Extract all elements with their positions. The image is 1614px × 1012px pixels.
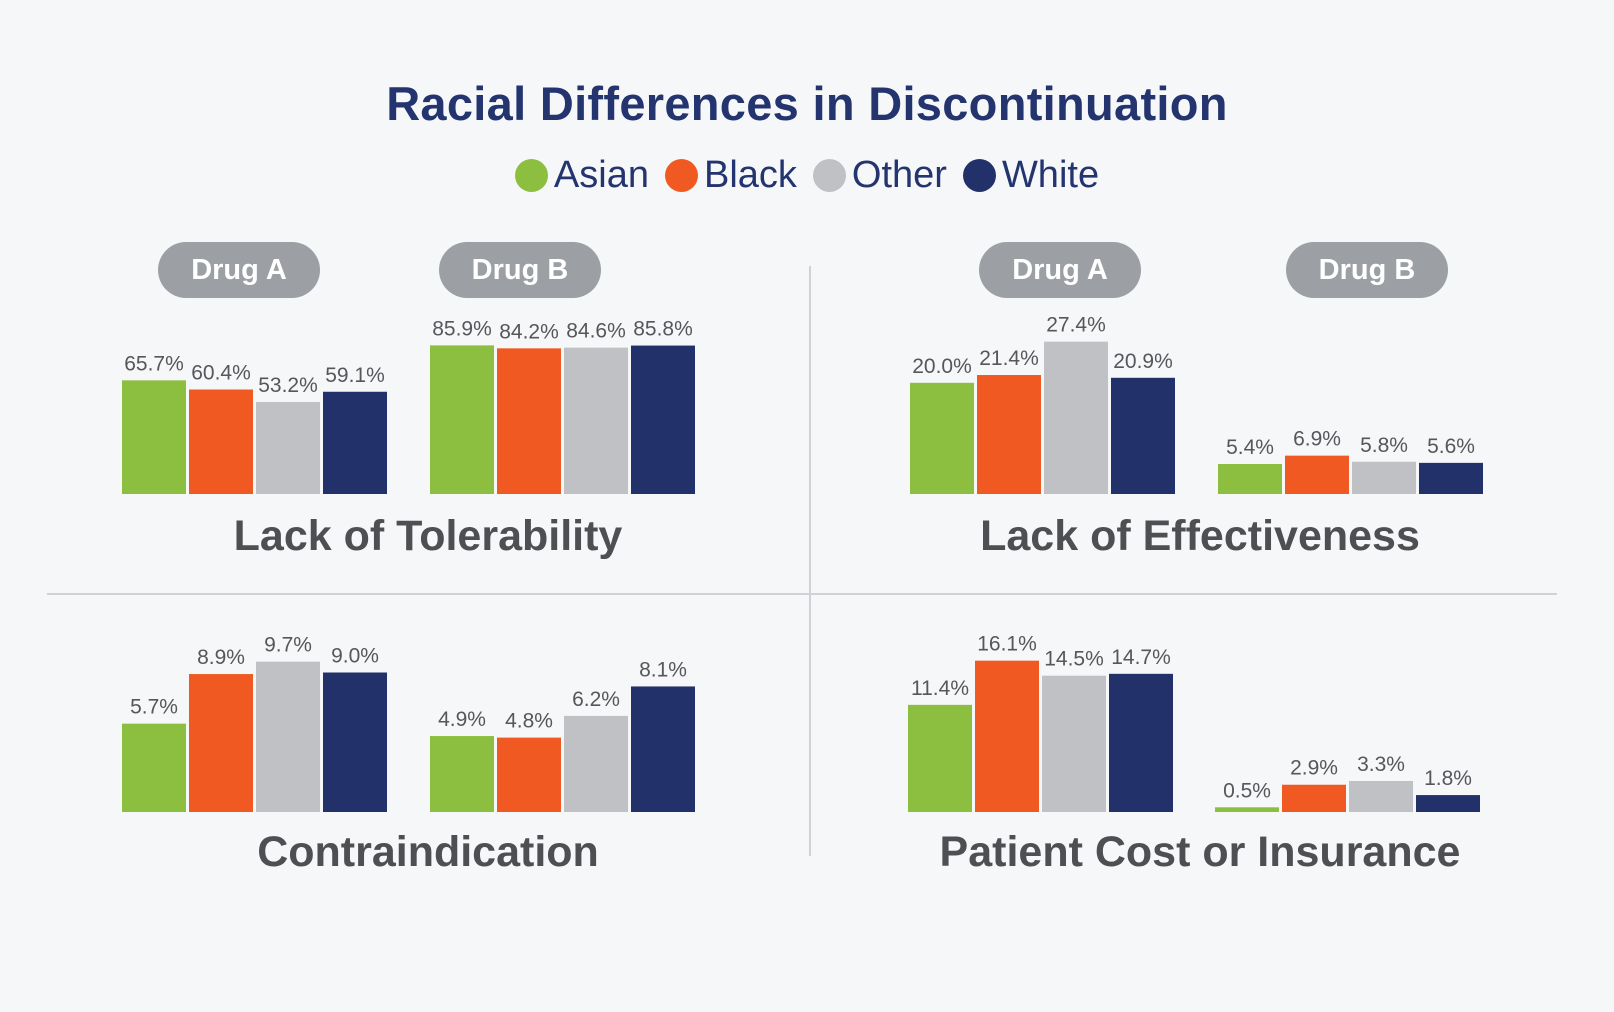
value-label-contraindication-drug-a-white: 9.0% [331, 645, 379, 668]
bar-lack-of-tolerability-drug-b-other [564, 347, 628, 494]
value-label-patient-cost-or-insurance-drug-b-other: 3.3% [1357, 753, 1405, 776]
bar-lack-of-effectiveness-drug-b-white [1419, 462, 1483, 494]
bar-lack-of-tolerability-drug-b-white [631, 345, 695, 494]
legend-label-asian: Asian [553, 154, 649, 196]
bar-patient-cost-or-insurance-drug-b-white [1416, 795, 1480, 812]
bar-lack-of-effectiveness-drug-b-asian [1218, 463, 1282, 494]
bar-contraindication-drug-a-other [256, 661, 320, 812]
chart-title: Racial Differences in Discontinuation [386, 77, 1228, 130]
value-label-lack-of-tolerability-drug-a-other: 53.2% [258, 374, 318, 397]
bar-lack-of-effectiveness-drug-b-other [1352, 461, 1416, 494]
bar-contraindication-drug-a-black [189, 674, 253, 812]
value-label-contraindication-drug-b-black: 4.8% [505, 710, 553, 733]
legend-item-black: Black [664, 154, 797, 197]
legend-swatch-white [962, 159, 996, 192]
legend-item-asian: Asian [514, 154, 649, 197]
bar-lack-of-tolerability-drug-b-black [497, 348, 561, 494]
bar-patient-cost-or-insurance-drug-a-black [975, 660, 1039, 812]
value-label-contraindication-drug-a-black: 8.9% [197, 646, 245, 669]
value-label-lack-of-tolerability-drug-b-other: 84.6% [566, 320, 626, 343]
value-label-patient-cost-or-insurance-drug-a-asian: 11.4% [911, 677, 969, 700]
value-label-lack-of-effectiveness-drug-b-black: 6.9% [1293, 428, 1341, 451]
value-label-lack-of-effectiveness-drug-a-asian: 20.0% [912, 355, 972, 378]
bar-patient-cost-or-insurance-drug-b-black [1282, 784, 1346, 812]
legend: Asian Black Other White [0, 154, 1614, 197]
panel-title-cost-insurance: Patient Cost or Insurance [939, 828, 1461, 876]
value-label-lack-of-effectiveness-drug-a-black: 21.4% [979, 347, 1039, 370]
value-label-patient-cost-or-insurance-drug-b-white: 1.8% [1424, 767, 1472, 790]
bar-contraindication-drug-a-asian [122, 723, 186, 812]
panel-title-tolerability: Lack of Tolerability [233, 512, 623, 560]
pill-drug-b-right: Drug B [1286, 242, 1448, 298]
legend-label-other: Other [851, 154, 947, 196]
value-label-contraindication-drug-a-asian: 5.7% [130, 696, 178, 719]
value-label-contraindication-drug-a-other: 9.7% [264, 634, 312, 657]
value-label-lack-of-effectiveness-drug-a-white: 20.9% [1113, 350, 1173, 373]
bar-lack-of-effectiveness-drug-a-asian [910, 382, 974, 494]
bar-patient-cost-or-insurance-drug-b-asian [1215, 807, 1279, 812]
legend-swatch-black [664, 159, 698, 192]
value-label-lack-of-effectiveness-drug-a-other: 27.4% [1046, 314, 1106, 337]
bar-contraindication-drug-b-asian [430, 736, 494, 812]
legend-item-other: Other [812, 154, 947, 197]
pill-drug-a-right: Drug A [979, 242, 1141, 298]
horizontal-divider [47, 593, 1557, 595]
pill-drug-b-left: Drug B [439, 242, 601, 298]
value-label-lack-of-tolerability-drug-b-asian: 85.9% [432, 317, 492, 340]
panel-title-effectiveness: Lack of Effectiveness [980, 512, 1420, 560]
bar-contraindication-drug-b-other [564, 715, 628, 812]
bar-lack-of-tolerability-drug-a-asian [122, 380, 186, 494]
value-label-patient-cost-or-insurance-drug-a-black: 16.1% [977, 633, 1037, 656]
value-label-lack-of-tolerability-drug-b-black: 84.2% [499, 320, 559, 343]
bar-contraindication-drug-b-white [631, 686, 695, 812]
legend-item-white: White [962, 154, 1100, 197]
value-label-patient-cost-or-insurance-drug-b-black: 2.9% [1290, 757, 1338, 780]
value-label-lack-of-effectiveness-drug-b-asian: 5.4% [1226, 436, 1274, 459]
value-label-lack-of-effectiveness-drug-b-white: 5.6% [1427, 435, 1475, 458]
bar-patient-cost-or-insurance-drug-b-other [1349, 780, 1413, 812]
legend-swatch-other [812, 159, 846, 192]
panel-title-contraindication: Contraindication [257, 828, 599, 876]
value-label-patient-cost-or-insurance-drug-a-other: 14.5% [1044, 648, 1104, 671]
bar-contraindication-drug-a-white [323, 672, 387, 812]
bar-lack-of-tolerability-drug-a-black [189, 389, 253, 494]
bar-patient-cost-or-insurance-drug-a-white [1109, 673, 1173, 812]
pill-drug-a-left: Drug A [158, 242, 320, 298]
bar-lack-of-tolerability-drug-a-white [323, 391, 387, 494]
value-label-lack-of-tolerability-drug-a-white: 59.1% [325, 364, 385, 387]
value-label-lack-of-tolerability-drug-b-white: 85.8% [633, 318, 693, 341]
legend-label-black: Black [703, 154, 797, 196]
value-label-lack-of-effectiveness-drug-b-other: 5.8% [1360, 434, 1408, 457]
bar-contraindication-drug-b-black [497, 737, 561, 812]
bar-lack-of-tolerability-drug-b-asian [430, 345, 494, 494]
bar-patient-cost-or-insurance-drug-a-asian [908, 704, 972, 812]
bar-lack-of-effectiveness-drug-b-black [1285, 455, 1349, 494]
bar-lack-of-effectiveness-drug-a-other [1044, 341, 1108, 494]
value-label-lack-of-tolerability-drug-a-black: 60.4% [191, 362, 251, 385]
bar-lack-of-tolerability-drug-a-other [256, 401, 320, 494]
value-label-patient-cost-or-insurance-drug-a-white: 14.7% [1111, 646, 1171, 669]
bar-lack-of-effectiveness-drug-a-white [1111, 377, 1175, 494]
bar-patient-cost-or-insurance-drug-a-other [1042, 675, 1106, 812]
value-label-lack-of-tolerability-drug-a-asian: 65.7% [124, 352, 184, 375]
vertical-divider [809, 266, 811, 856]
value-label-contraindication-drug-b-asian: 4.9% [438, 708, 486, 731]
value-label-patient-cost-or-insurance-drug-b-asian: 0.5% [1223, 779, 1271, 802]
legend-swatch-asian [514, 159, 548, 192]
value-label-contraindication-drug-b-other: 6.2% [572, 688, 620, 711]
value-label-contraindication-drug-b-white: 8.1% [639, 658, 687, 681]
bar-lack-of-effectiveness-drug-a-black [977, 375, 1041, 494]
legend-label-white: White [1001, 154, 1100, 196]
